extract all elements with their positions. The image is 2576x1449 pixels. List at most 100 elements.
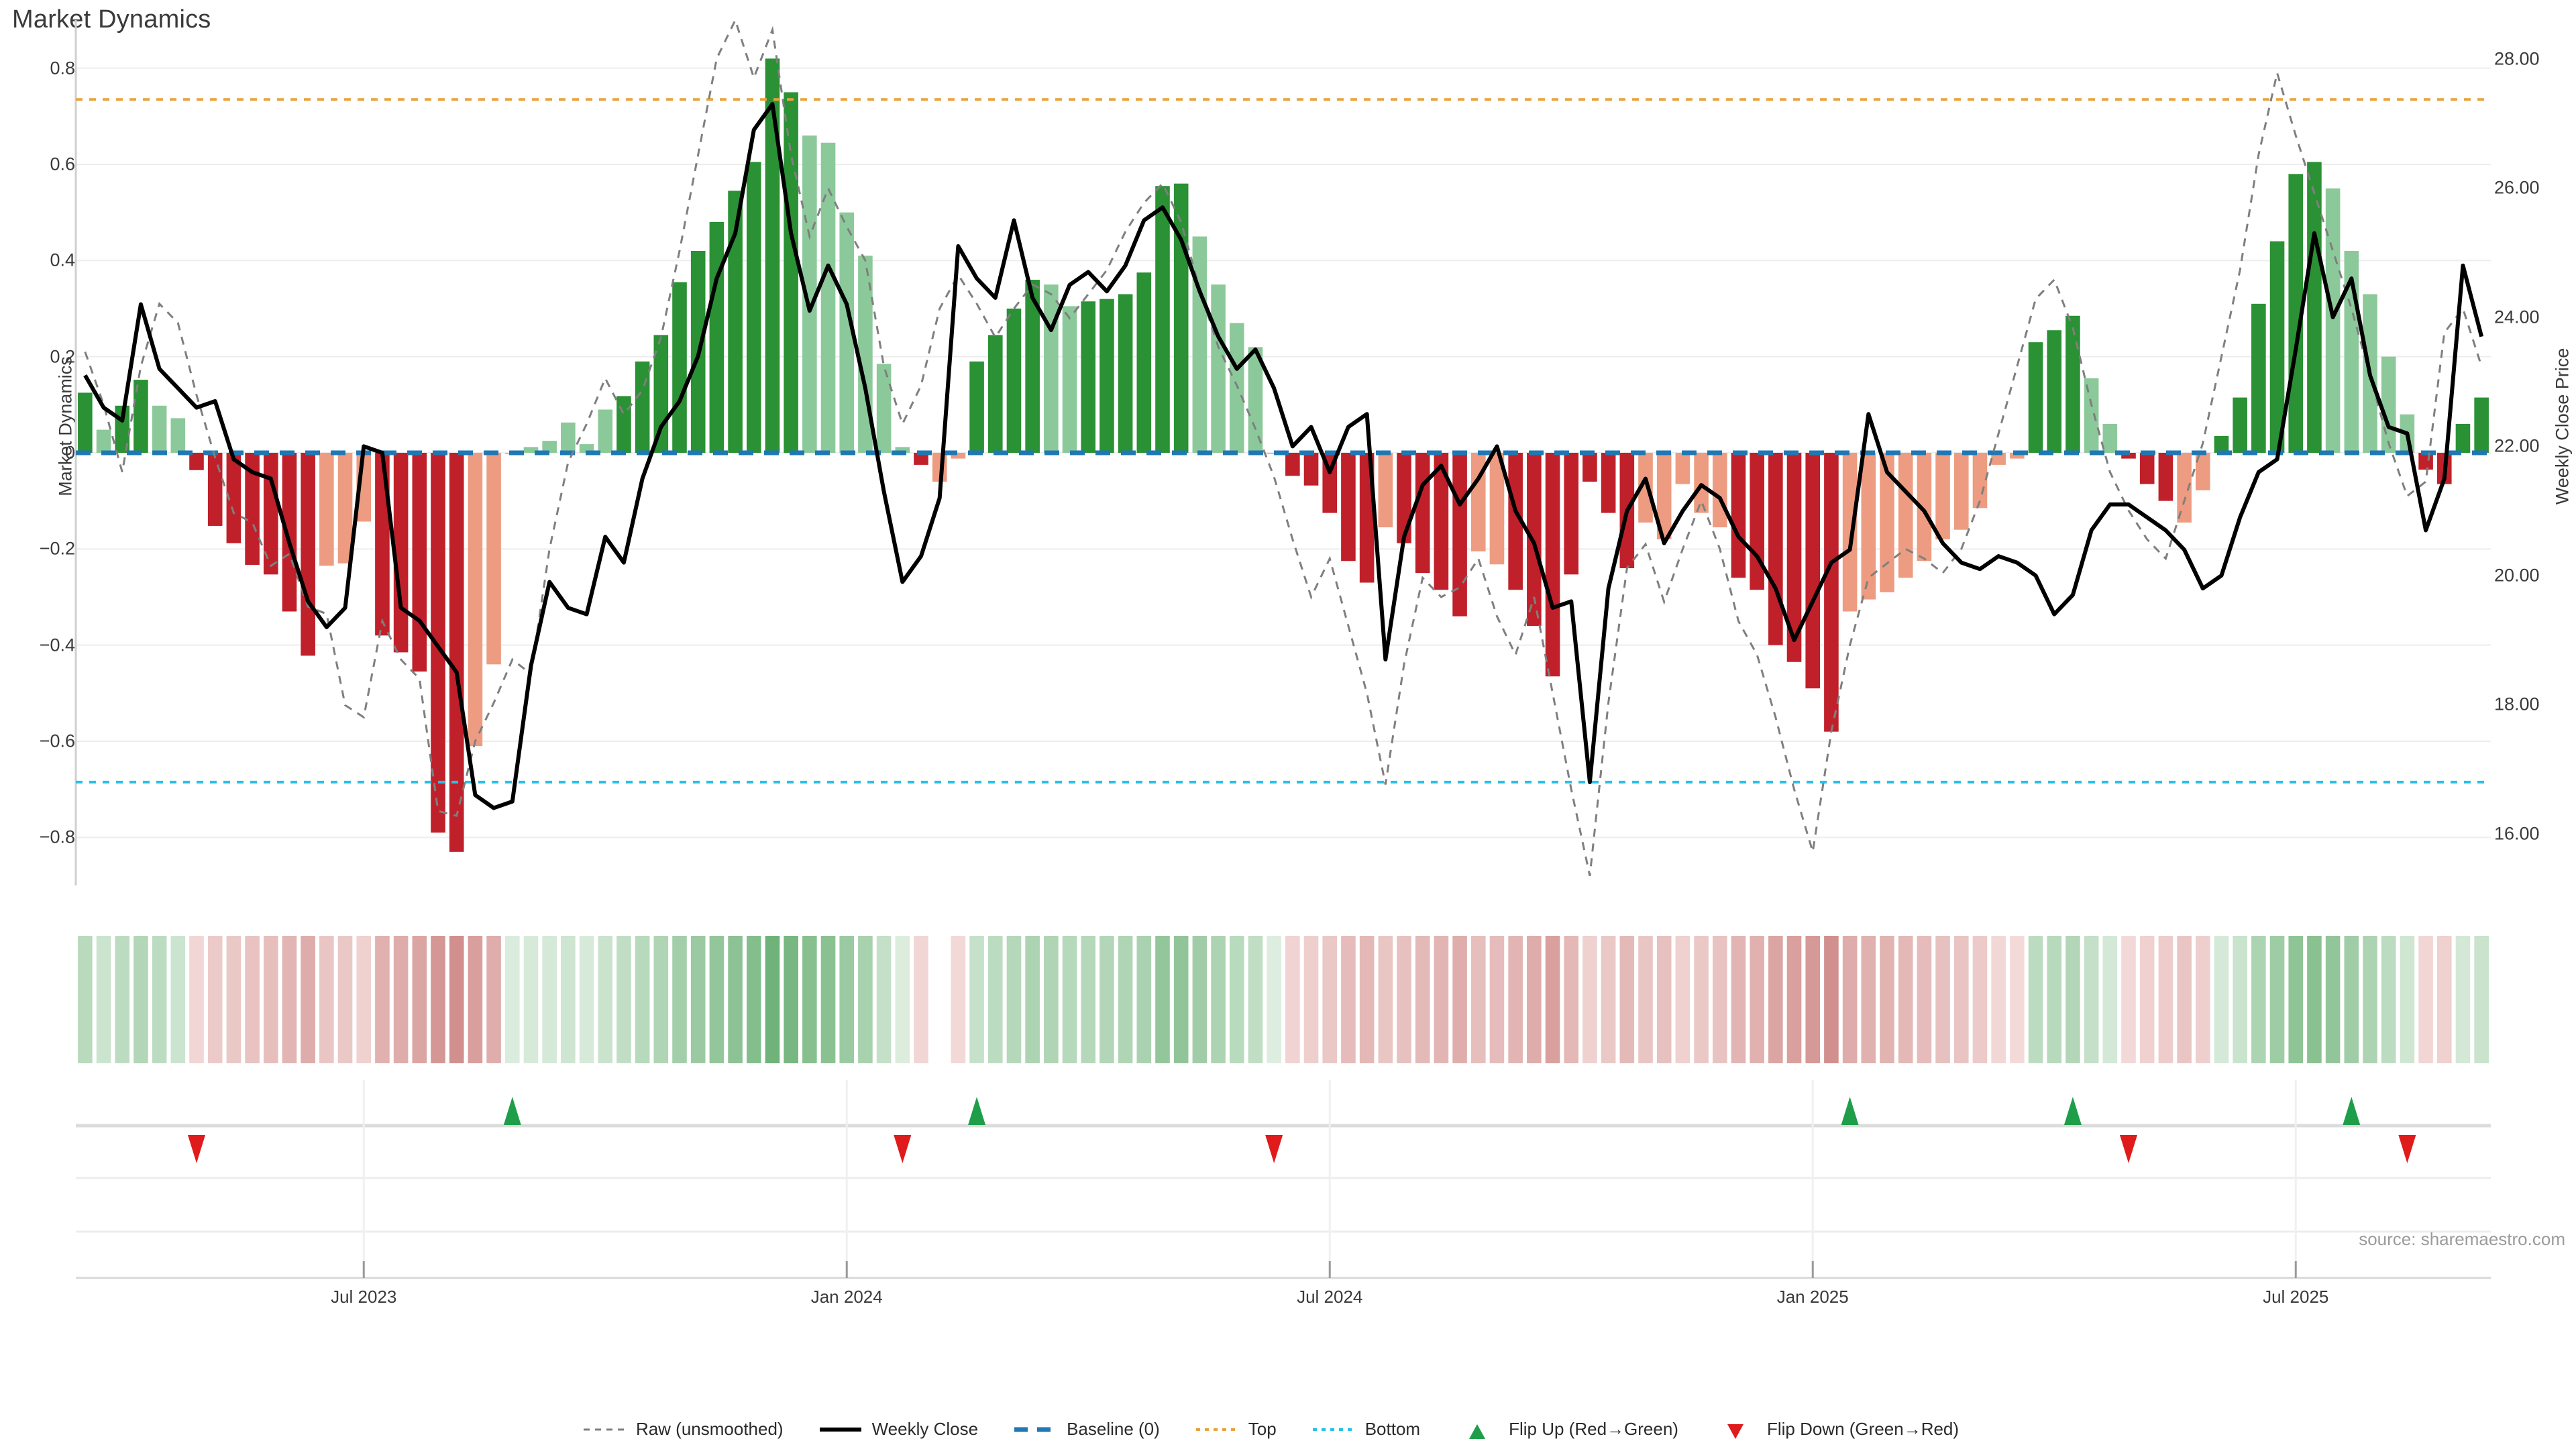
flip-up-marker[interactable] [968,1097,986,1125]
heatmap-cell [2084,936,2099,1063]
bar [765,58,780,453]
heatmap-cell [431,936,445,1063]
heatmap-cell [96,936,111,1063]
bar [1434,453,1449,590]
bar [2065,315,2080,453]
heatmap-cell [2102,936,2118,1063]
heatmap-cell [2288,936,2304,1063]
bar [449,453,464,852]
heatmap-cell [2121,936,2136,1063]
heatmap-cell [282,936,297,1063]
y-axis-right-tick: 28.00 [2494,48,2540,69]
bar [2269,241,2285,453]
bar [412,453,427,672]
weekly-close-line [83,102,2484,810]
flip-down-marker[interactable] [2398,1135,2416,1163]
heatmap-cell [2307,936,2322,1063]
heatmap-cell [1155,936,1170,1063]
y-axis-right-tick: 26.00 [2494,177,2540,198]
flip-down-marker[interactable] [188,1135,205,1163]
bar [1341,453,1356,561]
bar [226,453,241,543]
chart-legend: Raw (unsmoothed) Weekly Close Baseline (0)… [0,1419,2576,1440]
bar [2195,453,2210,490]
legend-item[interactable]: Bottom [1311,1419,1420,1440]
legend-item[interactable]: Raw (unsmoothed) [582,1419,784,1440]
legend-item[interactable]: Weekly Close [818,1419,978,1440]
heatmap-cell [765,936,780,1063]
heatmap-cell [1805,936,1821,1063]
heatmap-cell [579,936,594,1063]
heatmap-cell [1303,936,1319,1063]
bar [1675,453,1690,484]
bar [635,361,650,453]
bar [1303,453,1319,486]
bar [1452,453,1467,616]
heatmap-cell [2436,936,2452,1063]
bar [1582,453,1597,482]
bar [2177,453,2192,523]
bar [468,453,483,747]
bar [1953,453,1969,530]
heatmap-cell [728,936,743,1063]
bar [616,396,631,453]
heatmap-cell [1824,936,1839,1063]
page-title: Market Dynamics [12,5,211,34]
heatmap-cell [784,936,798,1063]
heatmap-cell [2195,936,2210,1063]
bar [2121,453,2136,459]
baseline-dashed-icon [1013,1422,1057,1437]
legend-item[interactable]: Flip Down (Green→Red) [1713,1419,1959,1440]
heatmap-cell [1081,936,1096,1063]
bar [1786,453,1802,662]
legend-item[interactable]: Flip Up (Red→Green) [1455,1419,1678,1440]
legend-item[interactable]: Top [1195,1419,1277,1440]
flip-down-marker[interactable] [2120,1135,2137,1163]
bar [1564,453,1579,575]
legend-label: Raw (unsmoothed) [635,1419,784,1439]
heatmap-cell [1006,936,1022,1063]
source-attribution: source: sharemaestro.com [2359,1229,2565,1249]
legend-label: Bottom [1364,1419,1421,1439]
bar [876,364,892,453]
heatmap-cell [2381,936,2396,1063]
bar [1470,453,1486,551]
heatmap-cell [2214,936,2229,1063]
heatmap-cell [951,936,966,1063]
heatmap-cell [189,936,204,1063]
flip-up-marker[interactable] [2343,1097,2361,1125]
dashed-line-icon [582,1422,627,1437]
heatmap-cell [839,936,855,1063]
flip-up-marker[interactable] [2063,1097,2082,1125]
bar [1508,453,1523,590]
raw-unsmoothed-line [84,17,2483,876]
heatmap-cell [1118,936,1133,1063]
flip-down-marker[interactable] [894,1135,912,1163]
heatmap-cell [152,936,167,1063]
solid-line-icon [818,1422,863,1437]
y-axis-right-tick: 16.00 [2494,823,2540,844]
y-axis-right-tick: 18.00 [2494,694,2540,714]
bar [1824,453,1839,732]
bar [1972,453,1988,508]
flip-up-marker[interactable] [503,1097,521,1125]
flip-down-marker[interactable] [1265,1135,1283,1163]
heatmap-cell [2344,936,2359,1063]
dotted-line-icon [1311,1422,1356,1437]
x-axis-tick-label: Jan 2025 [1776,1287,1849,1307]
heatmap-cell [690,936,706,1063]
bar [2139,453,2155,484]
heatmap-cell [709,936,724,1063]
flip-up-marker[interactable] [1841,1097,1859,1125]
legend-item[interactable]: Baseline (0) [1013,1419,1160,1440]
legend-label: Baseline (0) [1067,1419,1160,1439]
bar [1285,453,1300,476]
heatmap-cell [1341,936,1356,1063]
bar [152,405,167,453]
bar [337,453,353,564]
heatmap-cell [375,936,390,1063]
heatmap-cell [802,936,817,1063]
bar [1842,453,1858,612]
heatmap-cell [1470,936,1486,1063]
heatmap-cell [2010,936,2025,1063]
